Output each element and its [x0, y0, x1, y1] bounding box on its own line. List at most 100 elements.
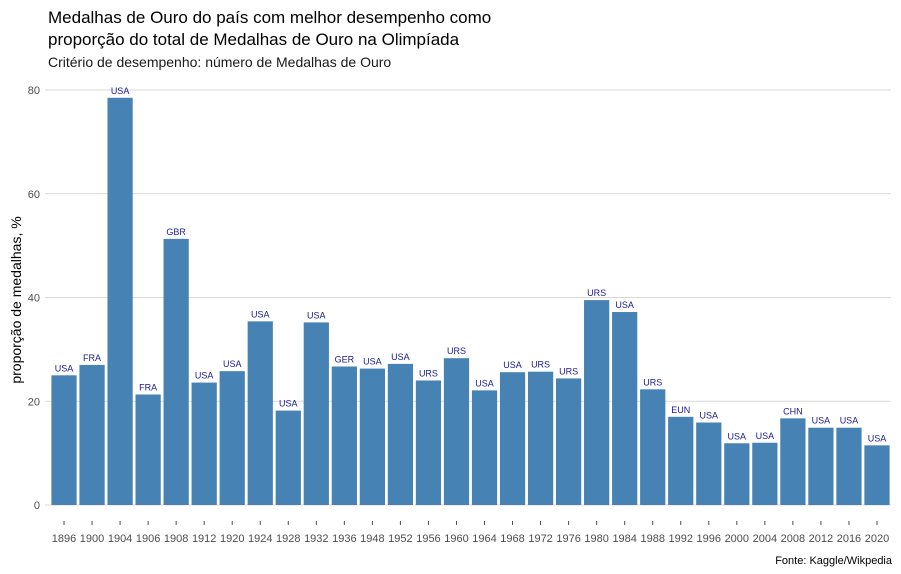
x-tick-label: 1900	[80, 533, 104, 545]
bar-1936	[331, 366, 357, 505]
bar-2012	[808, 427, 834, 505]
bar-1906	[135, 394, 161, 505]
bar-1924	[247, 321, 273, 505]
bar-label: USA	[475, 378, 494, 388]
bar-1988	[640, 389, 666, 505]
bar-1996	[696, 422, 722, 505]
bar-1904	[107, 97, 133, 505]
bar-label: USA	[503, 360, 522, 370]
bar-1964	[471, 390, 498, 505]
bar-label: USA	[55, 363, 74, 373]
bar-label: USA	[307, 310, 326, 320]
bar-label: USA	[812, 416, 831, 426]
y-tick-label: 20	[28, 396, 40, 408]
bar-label: USA	[111, 86, 130, 96]
bar-label: URS	[587, 288, 606, 298]
bar-1980	[584, 300, 610, 505]
x-tick-label: 2016	[837, 533, 861, 545]
chart-title-line2: proporção do total de Medalhas de Ouro n…	[48, 30, 460, 49]
y-tick-label: 60	[28, 189, 40, 201]
bar-label: URS	[643, 377, 662, 387]
bar-label: USA	[223, 359, 242, 369]
x-tick-label: 1952	[388, 533, 412, 545]
bar-label: CHN	[783, 406, 803, 416]
x-tick-label: 1932	[304, 533, 328, 545]
x-tick-label: 1956	[416, 533, 440, 545]
x-tick-label: 1980	[584, 533, 608, 545]
bar-label: EUN	[671, 405, 690, 415]
bar-label: USA	[756, 431, 775, 441]
bar-2020	[864, 445, 890, 505]
bar-1960	[443, 358, 470, 505]
y-axis-label: proporção de medalhas, %	[8, 216, 24, 383]
y-tick-label: 0	[34, 500, 40, 512]
x-tick-label: 1996	[697, 533, 721, 545]
bar-label: GER	[335, 354, 355, 364]
bar-label: USA	[195, 371, 214, 381]
x-tick-label: 2020	[865, 533, 889, 545]
bar-label: USA	[840, 416, 859, 426]
bar-label: URS	[447, 346, 466, 356]
x-tick-label: 1928	[276, 533, 300, 545]
x-tick-label: 1968	[500, 533, 524, 545]
bar-1976	[556, 378, 582, 505]
x-tick-label: 1964	[472, 533, 496, 545]
bar-1900	[79, 364, 105, 505]
bar-1952	[387, 363, 414, 505]
bars	[51, 97, 890, 505]
chart-subtitle: Critério de desempenho: número de Medalh…	[48, 54, 391, 70]
bar-1984	[612, 312, 638, 505]
x-tick-label: 1912	[192, 533, 216, 545]
bar-2000	[724, 443, 750, 505]
y-tick-label: 40	[28, 293, 40, 305]
bar-label: GBR	[166, 227, 186, 237]
bar-label: USA	[615, 300, 634, 310]
bar-label: USA	[728, 431, 747, 441]
bar-label: USA	[363, 357, 382, 367]
x-tick-label: 1984	[612, 533, 636, 545]
x-tick-label: 2000	[725, 533, 749, 545]
bar-1928	[275, 410, 301, 505]
bar-1948	[359, 368, 385, 505]
bar-1920	[219, 371, 245, 505]
x-tick-label: 1960	[444, 533, 468, 545]
bar-1972	[527, 371, 554, 505]
bar-1956	[415, 380, 442, 505]
bar-labels: USA FRA USA FRA GBR USA USA USA USA USA GER USA USA U…	[55, 86, 886, 444]
bar-1912	[191, 382, 217, 505]
bar-1968	[499, 372, 526, 505]
x-tick-label: 1906	[136, 533, 160, 545]
chart-caption: Fonte: Kaggle/Wikpedia	[775, 555, 893, 567]
bar-2004	[752, 442, 778, 505]
x-tick-label: 1924	[248, 533, 272, 545]
bar-1896	[51, 375, 77, 505]
chart-title-line1: Medalhas de Ouro do país com melhor dese…	[48, 8, 491, 27]
bar-2016	[836, 427, 862, 505]
bar-label: USA	[279, 399, 298, 409]
x-tick-label: 2012	[809, 533, 833, 545]
bar-label: USA	[391, 352, 410, 362]
x-tick-label: 2004	[753, 533, 777, 545]
bar-label: FRA	[139, 383, 157, 393]
x-tick-label: 1904	[108, 533, 132, 545]
bar-label: USA	[700, 411, 719, 421]
bar-label: URS	[559, 366, 578, 376]
bar-label: URS	[419, 369, 438, 379]
x-tick-label: 1936	[332, 533, 356, 545]
bar-label: USA	[868, 433, 887, 443]
bar-1908	[163, 238, 189, 505]
y-tick-labels: 0 20 40 60 80	[28, 85, 40, 512]
x-tick-label: 2008	[781, 533, 805, 545]
x-tick-label: 1988	[640, 533, 664, 545]
bar-label: FRA	[83, 353, 101, 363]
x-tick-label: 1920	[220, 533, 244, 545]
x-tick-label: 1948	[360, 533, 384, 545]
x-tick-labels: 1896 1900 1904 1906 1908 1912 1920 1924 1928 1932…	[52, 521, 889, 545]
bar-label: USA	[251, 309, 270, 319]
bar-2008	[780, 418, 806, 505]
bar-1932	[303, 322, 329, 505]
y-tick-label: 80	[28, 85, 40, 97]
x-tick-label: 1992	[669, 533, 693, 545]
x-tick-label: 1976	[556, 533, 580, 545]
